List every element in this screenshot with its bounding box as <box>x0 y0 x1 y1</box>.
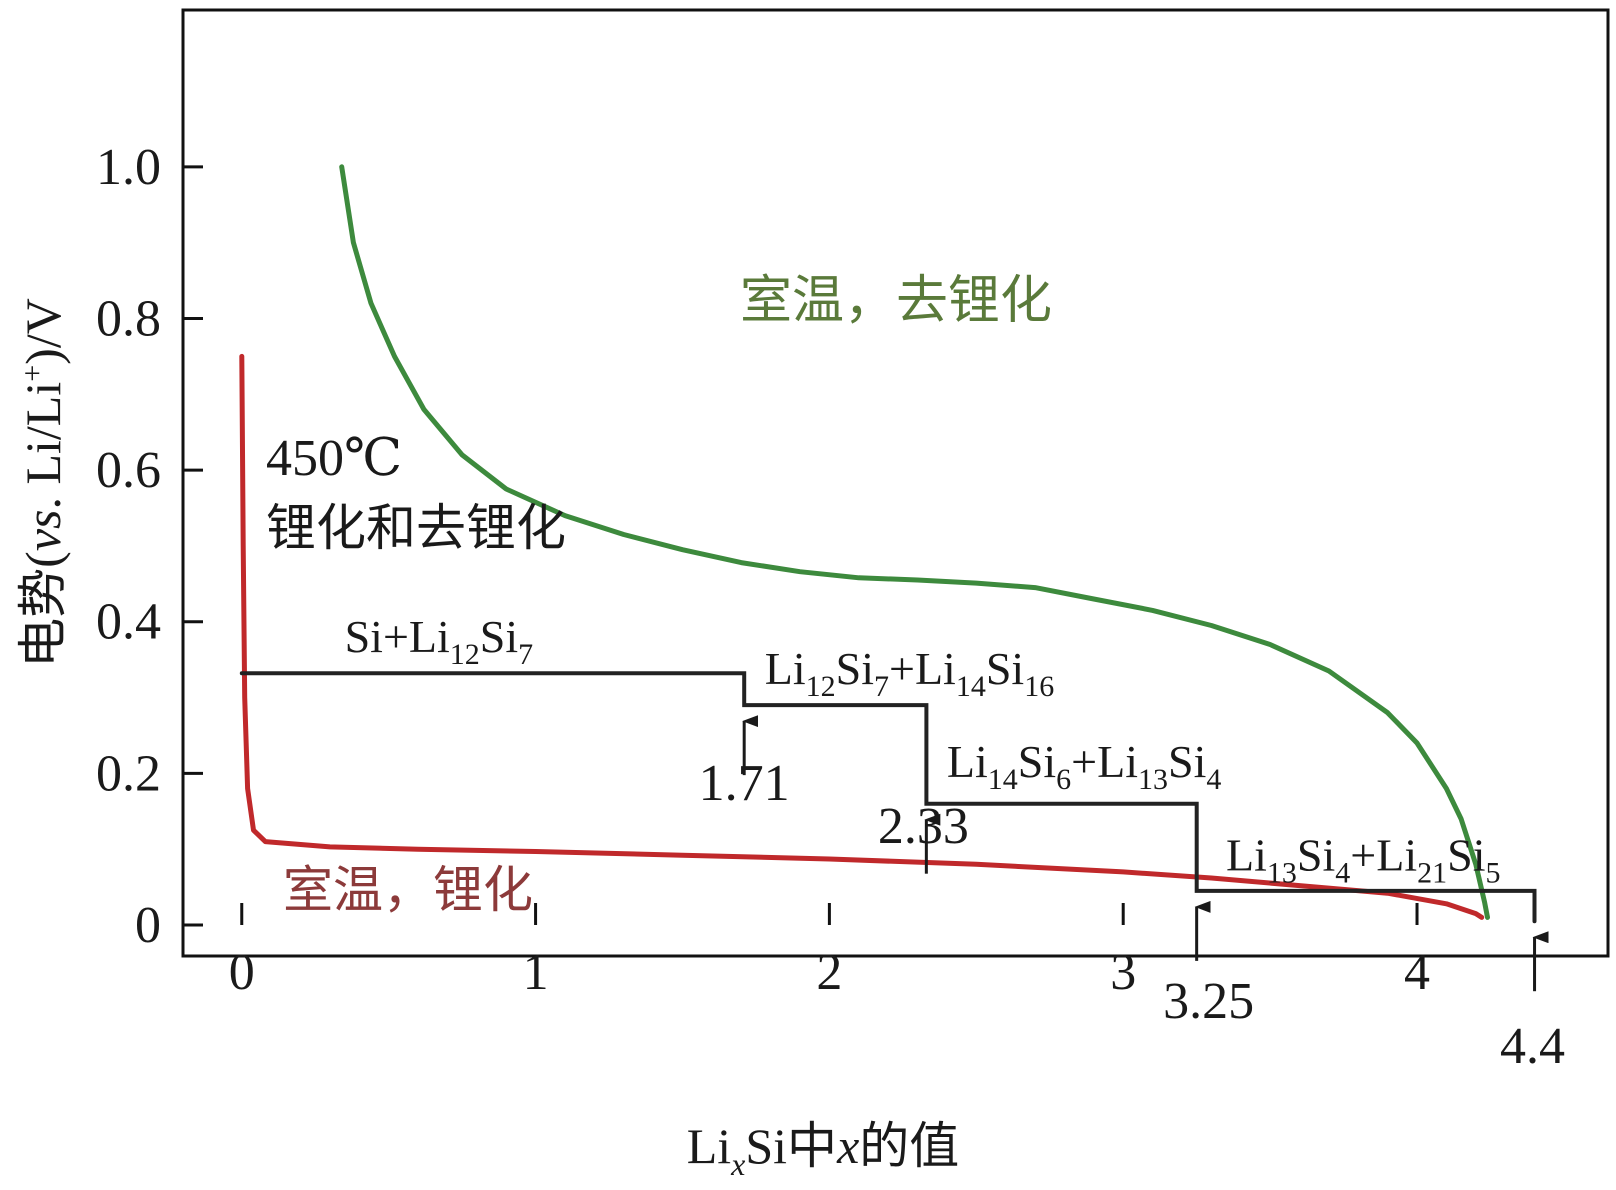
phase-label-text: Li <box>1226 829 1267 880</box>
phase-label-subscript: 4 <box>1335 856 1350 889</box>
y-tick-label: 1.0 <box>96 139 161 196</box>
series-lines <box>239 164 1537 924</box>
x-axis-title-italic: x <box>836 1118 859 1174</box>
phase-label: Li14Si6+Li13Si4 <box>947 736 1221 796</box>
phase-label: Li13Si4+Li21Si5 <box>1226 829 1500 889</box>
y-tick-label: 0.8 <box>96 290 161 347</box>
y-axis-title-mid: . Li/Li <box>15 382 71 510</box>
marker-label: 1.71 <box>699 755 790 812</box>
x-tick-label: 1 <box>523 944 549 1001</box>
y-tick-label: 0.6 <box>96 442 161 499</box>
phase-label-text: Li <box>765 643 806 694</box>
y-tick-label: 0.4 <box>96 594 161 651</box>
x-axis-title: LixSi中x的值 <box>687 1118 960 1182</box>
phase-label: Li12Si7+Li14Si16 <box>765 643 1054 703</box>
y-axis-title: 电势(vs. Li/Li+)/V <box>15 298 71 668</box>
x-tick-label: 3 <box>1110 944 1136 1001</box>
x-tick-label: 2 <box>816 944 842 1001</box>
phase-label-subscript: 5 <box>1486 856 1501 889</box>
phase-label-subscript: 4 <box>1206 763 1221 796</box>
phase-label-text: Si <box>1018 736 1056 787</box>
phase-label-text: Li <box>947 736 988 787</box>
phase-label-subscript: 7 <box>518 638 533 671</box>
phase-label-text: +Li <box>1071 736 1138 787</box>
marker-label: 3.25 <box>1163 973 1254 1030</box>
label-450c-temp: 450℃ <box>266 430 402 487</box>
phase-label-text: Si <box>480 611 518 662</box>
phase-label: Si+Li12Si7 <box>345 611 534 671</box>
x-tick-label: 0 <box>229 944 255 1001</box>
phase-label-text: Si <box>1168 736 1206 787</box>
series-rt-lithiation <box>239 353 1485 920</box>
phase-label-subscript: 16 <box>1024 670 1054 703</box>
y-axis-title-italic: vs <box>15 510 71 552</box>
phase-label-text: Si+Li <box>345 611 450 662</box>
series-rt-delithiation <box>339 164 1490 920</box>
phase-label-text: Si <box>1297 829 1335 880</box>
x-tick-label: 4 <box>1404 944 1430 1001</box>
phase-label-text: +Li <box>1350 829 1417 880</box>
phase-label-text: +Li <box>889 643 956 694</box>
phase-label-subscript: 14 <box>956 670 986 703</box>
marker-label: 4.4 <box>1500 1018 1565 1075</box>
phase-label-subscript: 6 <box>1056 763 1071 796</box>
y-axis-title-suffix: )/V <box>15 298 71 365</box>
phase-label-subscript: 12 <box>450 638 480 671</box>
phase-label-subscript: 13 <box>1138 763 1168 796</box>
label-450c-process: 锂化和去锂化 <box>266 499 566 557</box>
y-tick-label: 0 <box>135 897 161 954</box>
x-axis-title-prefix: Li <box>687 1118 731 1174</box>
y-axis-title-superscript: + <box>16 365 49 382</box>
phase-label-subscript: 13 <box>1267 856 1297 889</box>
x-axis-title-subscript: x <box>730 1146 745 1182</box>
phase-label-subscript: 21 <box>1417 856 1447 889</box>
label-rt-lithiation: 室温，锂化 <box>283 861 533 919</box>
y-axis-title-prefix: 电势( <box>15 551 71 668</box>
phase-label-subscript: 12 <box>806 670 836 703</box>
y-tick-label: 0.2 <box>96 745 161 802</box>
plot-frame <box>181 8 1610 958</box>
x-axis-title-mid: Si中 <box>745 1118 837 1174</box>
phase-label-subscript: 7 <box>874 670 889 703</box>
phase-label-text: Si <box>836 643 874 694</box>
x-axis-title-suffix: 的值 <box>859 1118 959 1174</box>
label-rt-delithiation: 室温，去锂化 <box>740 271 1052 331</box>
phase-label-subscript: 14 <box>988 763 1018 796</box>
phase-label-text: Si <box>1447 829 1485 880</box>
phase-label-text: Si <box>986 643 1024 694</box>
marker-label: 2.33 <box>878 798 969 855</box>
series-450c <box>239 671 1537 924</box>
axis-ticks: 0 1 2 3 400.20.40.60.81.0 <box>96 139 1430 1001</box>
